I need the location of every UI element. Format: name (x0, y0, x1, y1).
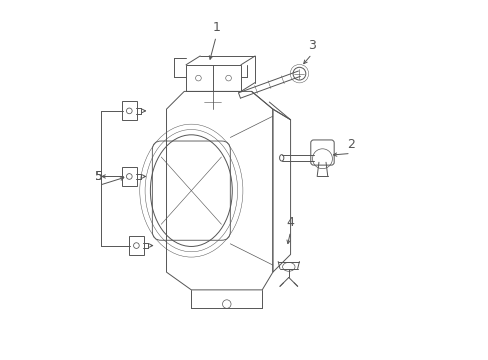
Text: 1: 1 (212, 21, 220, 34)
Text: 4: 4 (286, 216, 294, 229)
Text: 2: 2 (346, 138, 354, 151)
Text: 5: 5 (95, 170, 103, 183)
Text: 5: 5 (95, 170, 103, 183)
Text: 3: 3 (307, 39, 315, 52)
